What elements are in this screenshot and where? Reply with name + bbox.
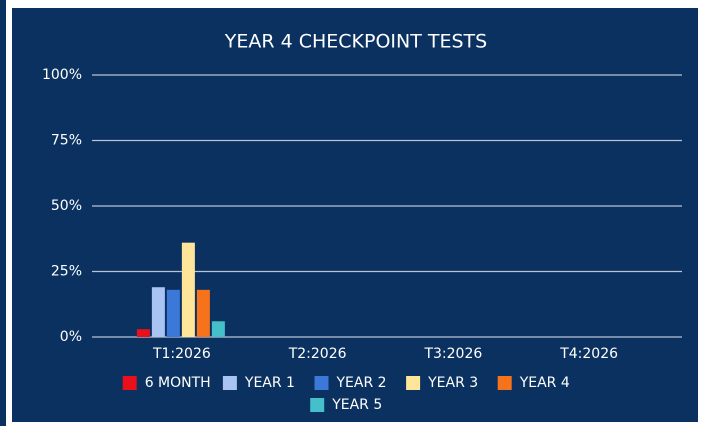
legend-label: YEAR 5 (331, 397, 382, 413)
y-tick-label: 50% (51, 198, 82, 214)
x-tick-label: T1:2026 (152, 346, 211, 362)
legend-swatch (122, 376, 137, 390)
x-tick-label: T4:2026 (559, 346, 618, 362)
legend-label: 6 MONTH (145, 375, 211, 391)
legend-swatch (222, 376, 237, 390)
chart-panel (12, 8, 698, 422)
legend-label: YEAR 2 (336, 375, 387, 391)
bar (151, 287, 165, 337)
legend-swatch (406, 376, 421, 390)
x-tick-label: T3:2026 (423, 346, 482, 362)
bar (181, 242, 195, 337)
bar (136, 329, 150, 337)
legend-label: YEAR 1 (244, 375, 295, 391)
y-tick-label: 0% (60, 329, 82, 345)
side-strip (0, 0, 6, 426)
legend-label: YEAR 4 (519, 375, 570, 391)
y-tick-label: 100% (42, 67, 82, 83)
bar (166, 289, 180, 337)
legend-swatch (497, 376, 512, 390)
y-tick-label: 75% (51, 133, 82, 149)
chart-title: YEAR 4 CHECKPOINT TESTS (224, 31, 487, 53)
legend-swatch (310, 398, 325, 412)
legend-swatch (314, 376, 329, 390)
legend-label: YEAR 3 (427, 375, 478, 391)
x-tick-label: T2:2026 (288, 346, 347, 362)
bar (196, 289, 210, 337)
y-tick-label: 25% (51, 264, 82, 280)
bar (211, 321, 225, 337)
